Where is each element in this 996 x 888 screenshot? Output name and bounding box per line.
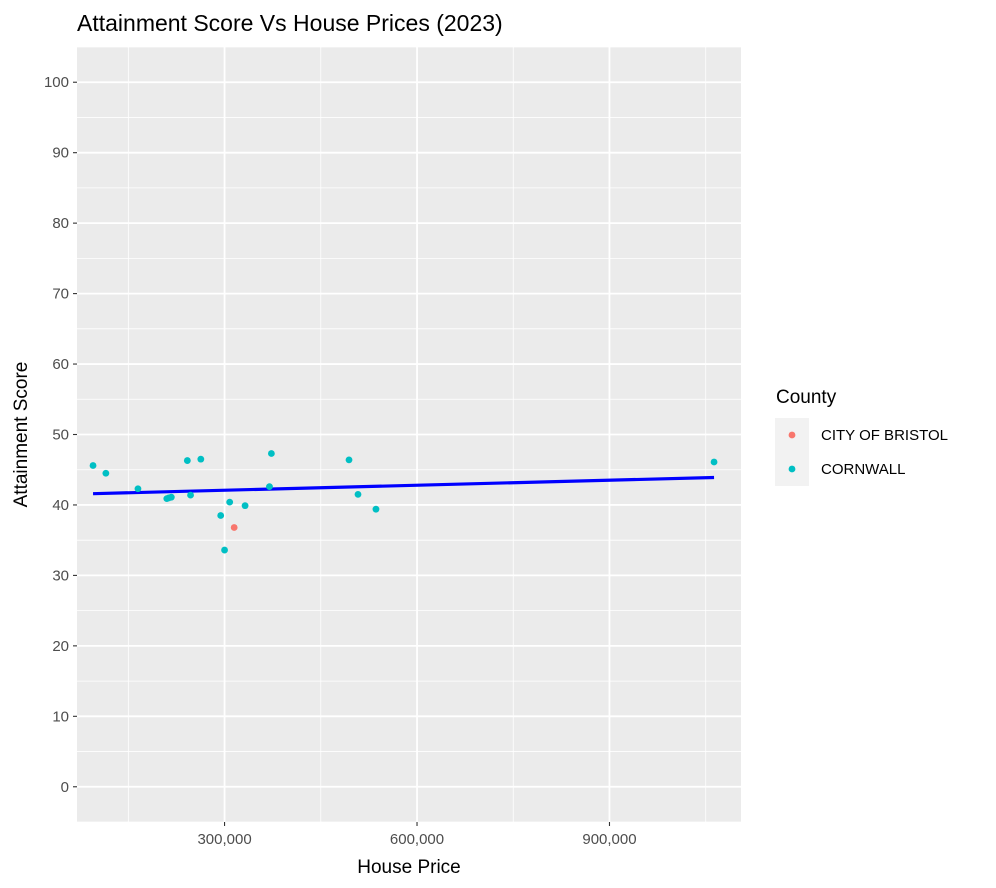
- data-point-city-of-bristol: [230, 524, 238, 531]
- x-tick-label: 600,000: [390, 831, 444, 848]
- data-point-cornwall: [710, 458, 718, 466]
- y-tick-label: 20: [52, 638, 69, 655]
- legend-label: CORNWALL: [821, 461, 905, 478]
- data-point-cornwall: [221, 546, 228, 554]
- y-tick-label: 40: [52, 497, 69, 514]
- legend-key-marker: [788, 465, 796, 473]
- y-axis-title: Attainment Score: [11, 362, 32, 508]
- data-point-cornwall: [354, 490, 362, 498]
- data-point-cornwall: [372, 505, 380, 513]
- data-point-cornwall: [183, 457, 191, 464]
- major-gridlines: [77, 47, 741, 822]
- y-tick-label: 70: [52, 286, 69, 303]
- data-point-cornwall: [345, 456, 353, 464]
- data-point-cornwall: [241, 502, 249, 510]
- legend-key-marker: [788, 431, 796, 439]
- data-point-cornwall: [266, 483, 273, 491]
- trend-line-layer: [92, 475, 715, 496]
- data-point-cornwall: [134, 485, 142, 493]
- y-tick-label: 90: [52, 145, 69, 162]
- data-point-cornwall: [89, 462, 97, 469]
- data-point-cornwall: [102, 469, 110, 477]
- plot-area: [77, 46, 741, 823]
- data-point-cornwall: [217, 512, 225, 519]
- legend-title: County: [776, 387, 837, 408]
- y-tick-label: 50: [52, 427, 69, 444]
- y-tick-label: 0: [61, 779, 69, 796]
- trend-line: [92, 475, 715, 496]
- chart-title: Attainment Score Vs House Prices (2023): [77, 10, 503, 36]
- x-tick-label: 900,000: [582, 831, 636, 848]
- legend-entries: CITY OF BRISTOL CORNWALL: [775, 418, 948, 486]
- y-axis: 0 10 20 30 40 50 60 70 80 90 100: [44, 74, 77, 796]
- legend: County CITY OF BRISTOL CORNWALL: [775, 387, 948, 486]
- data-point-cornwall: [267, 450, 275, 457]
- data-point-cornwall: [167, 493, 175, 501]
- x-axis-title: House Price: [357, 857, 461, 878]
- y-tick-label: 60: [52, 356, 69, 373]
- x-tick-label: 300,000: [197, 831, 251, 848]
- points-layer: [89, 450, 718, 554]
- y-tick-label: 30: [52, 567, 69, 584]
- x-axis: 300,000 600,000 900,000: [197, 822, 637, 848]
- legend-label: CITY OF BRISTOL: [821, 427, 948, 444]
- y-tick-label: 80: [52, 215, 69, 232]
- data-point-cornwall: [226, 498, 234, 506]
- y-tick-label: 10: [52, 708, 69, 725]
- data-point-cornwall: [197, 455, 205, 463]
- data-point-cornwall: [187, 491, 194, 499]
- y-tick-label: 100: [44, 74, 69, 91]
